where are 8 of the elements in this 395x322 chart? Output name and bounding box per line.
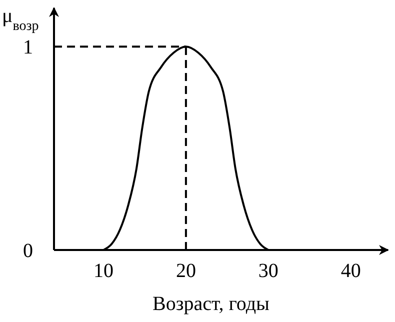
y-tick-label: 1 (23, 36, 33, 59)
x-tick-label: 20 (176, 260, 196, 282)
x-tick-label: 40 (340, 260, 361, 282)
y-tick-label: 0 (23, 240, 33, 262)
x-axis-title: Возраст, годы (152, 293, 270, 315)
x-tick-label: 10 (93, 260, 114, 282)
y-axis-title: μ$_{возр}$ (2, 5, 39, 34)
x-tick-label: 30 (258, 260, 278, 282)
